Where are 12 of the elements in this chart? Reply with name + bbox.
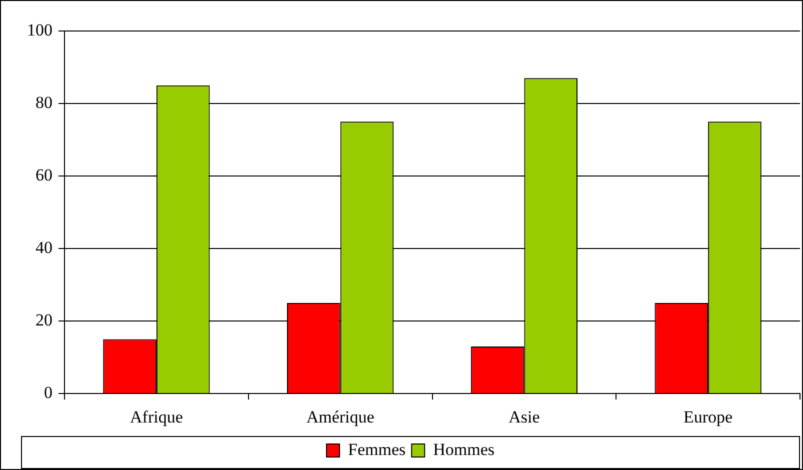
y-tick-label: 100 [27,20,52,40]
x-tick-label: Amérique [306,407,374,426]
legend-label: Hommes [433,440,494,459]
y-tick-label: 40 [36,238,52,258]
y-tick-label: 80 [36,92,52,112]
x-tick-label: Afrique [130,407,183,426]
legend-label: Femmes [348,440,406,459]
x-tick-label: Europe [684,407,733,426]
y-tick-label: 60 [36,166,52,185]
y-tick-label: 0 [44,383,52,402]
y-tick-label: 20 [36,310,52,330]
x-tick-label: Asie [508,407,540,426]
